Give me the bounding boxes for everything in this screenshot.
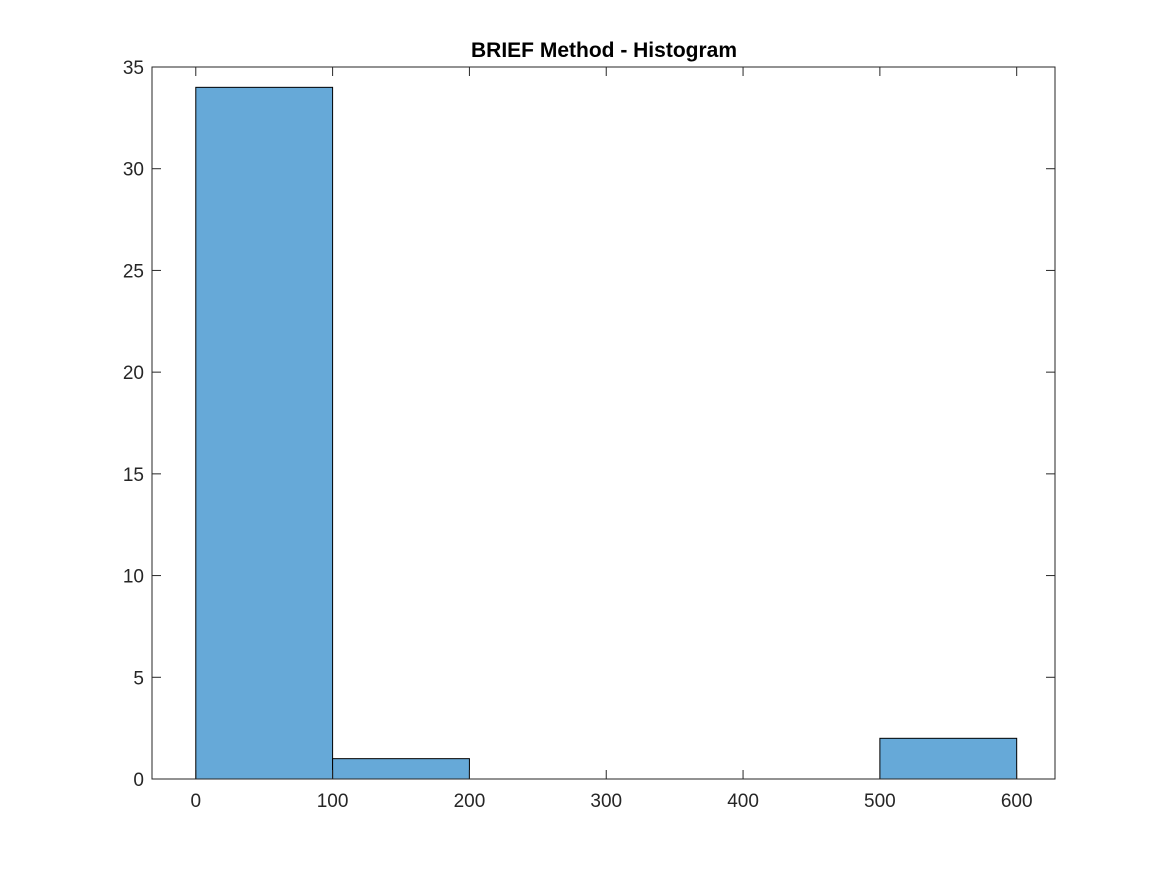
x-tick-label: 300 (590, 791, 622, 812)
y-tick-label: 35 (123, 58, 144, 79)
x-tick-label: 500 (864, 791, 896, 812)
ticks-layer: 0 100 200 300 400 500 600 0 5 10 15 20 25 30 35 (123, 58, 1055, 812)
y-tick-label: 0 (133, 770, 144, 791)
y-tick-label: 25 (123, 261, 144, 282)
x-tick-label: 400 (727, 791, 759, 812)
y-tick-label: 20 (123, 363, 144, 384)
x-tick-label: 200 (454, 791, 486, 812)
histogram-bar-100-200 (332, 758, 470, 780)
histogram-bar-500-600 (879, 737, 1018, 780)
chart-title: BRIEF Method - Histogram (471, 39, 737, 62)
y-tick-label: 5 (133, 668, 144, 689)
axes-box (151, 66, 1056, 780)
histogram-bar-0-100 (195, 86, 334, 780)
x-tick-label: 600 (1001, 791, 1033, 812)
y-tick-label: 10 (123, 567, 144, 588)
x-tick-label: 0 (190, 791, 201, 812)
x-tick-label: 100 (317, 791, 349, 812)
y-tick-label: 30 (123, 160, 144, 181)
y-tick-label: 15 (123, 465, 144, 486)
bars-layer (195, 86, 1018, 780)
